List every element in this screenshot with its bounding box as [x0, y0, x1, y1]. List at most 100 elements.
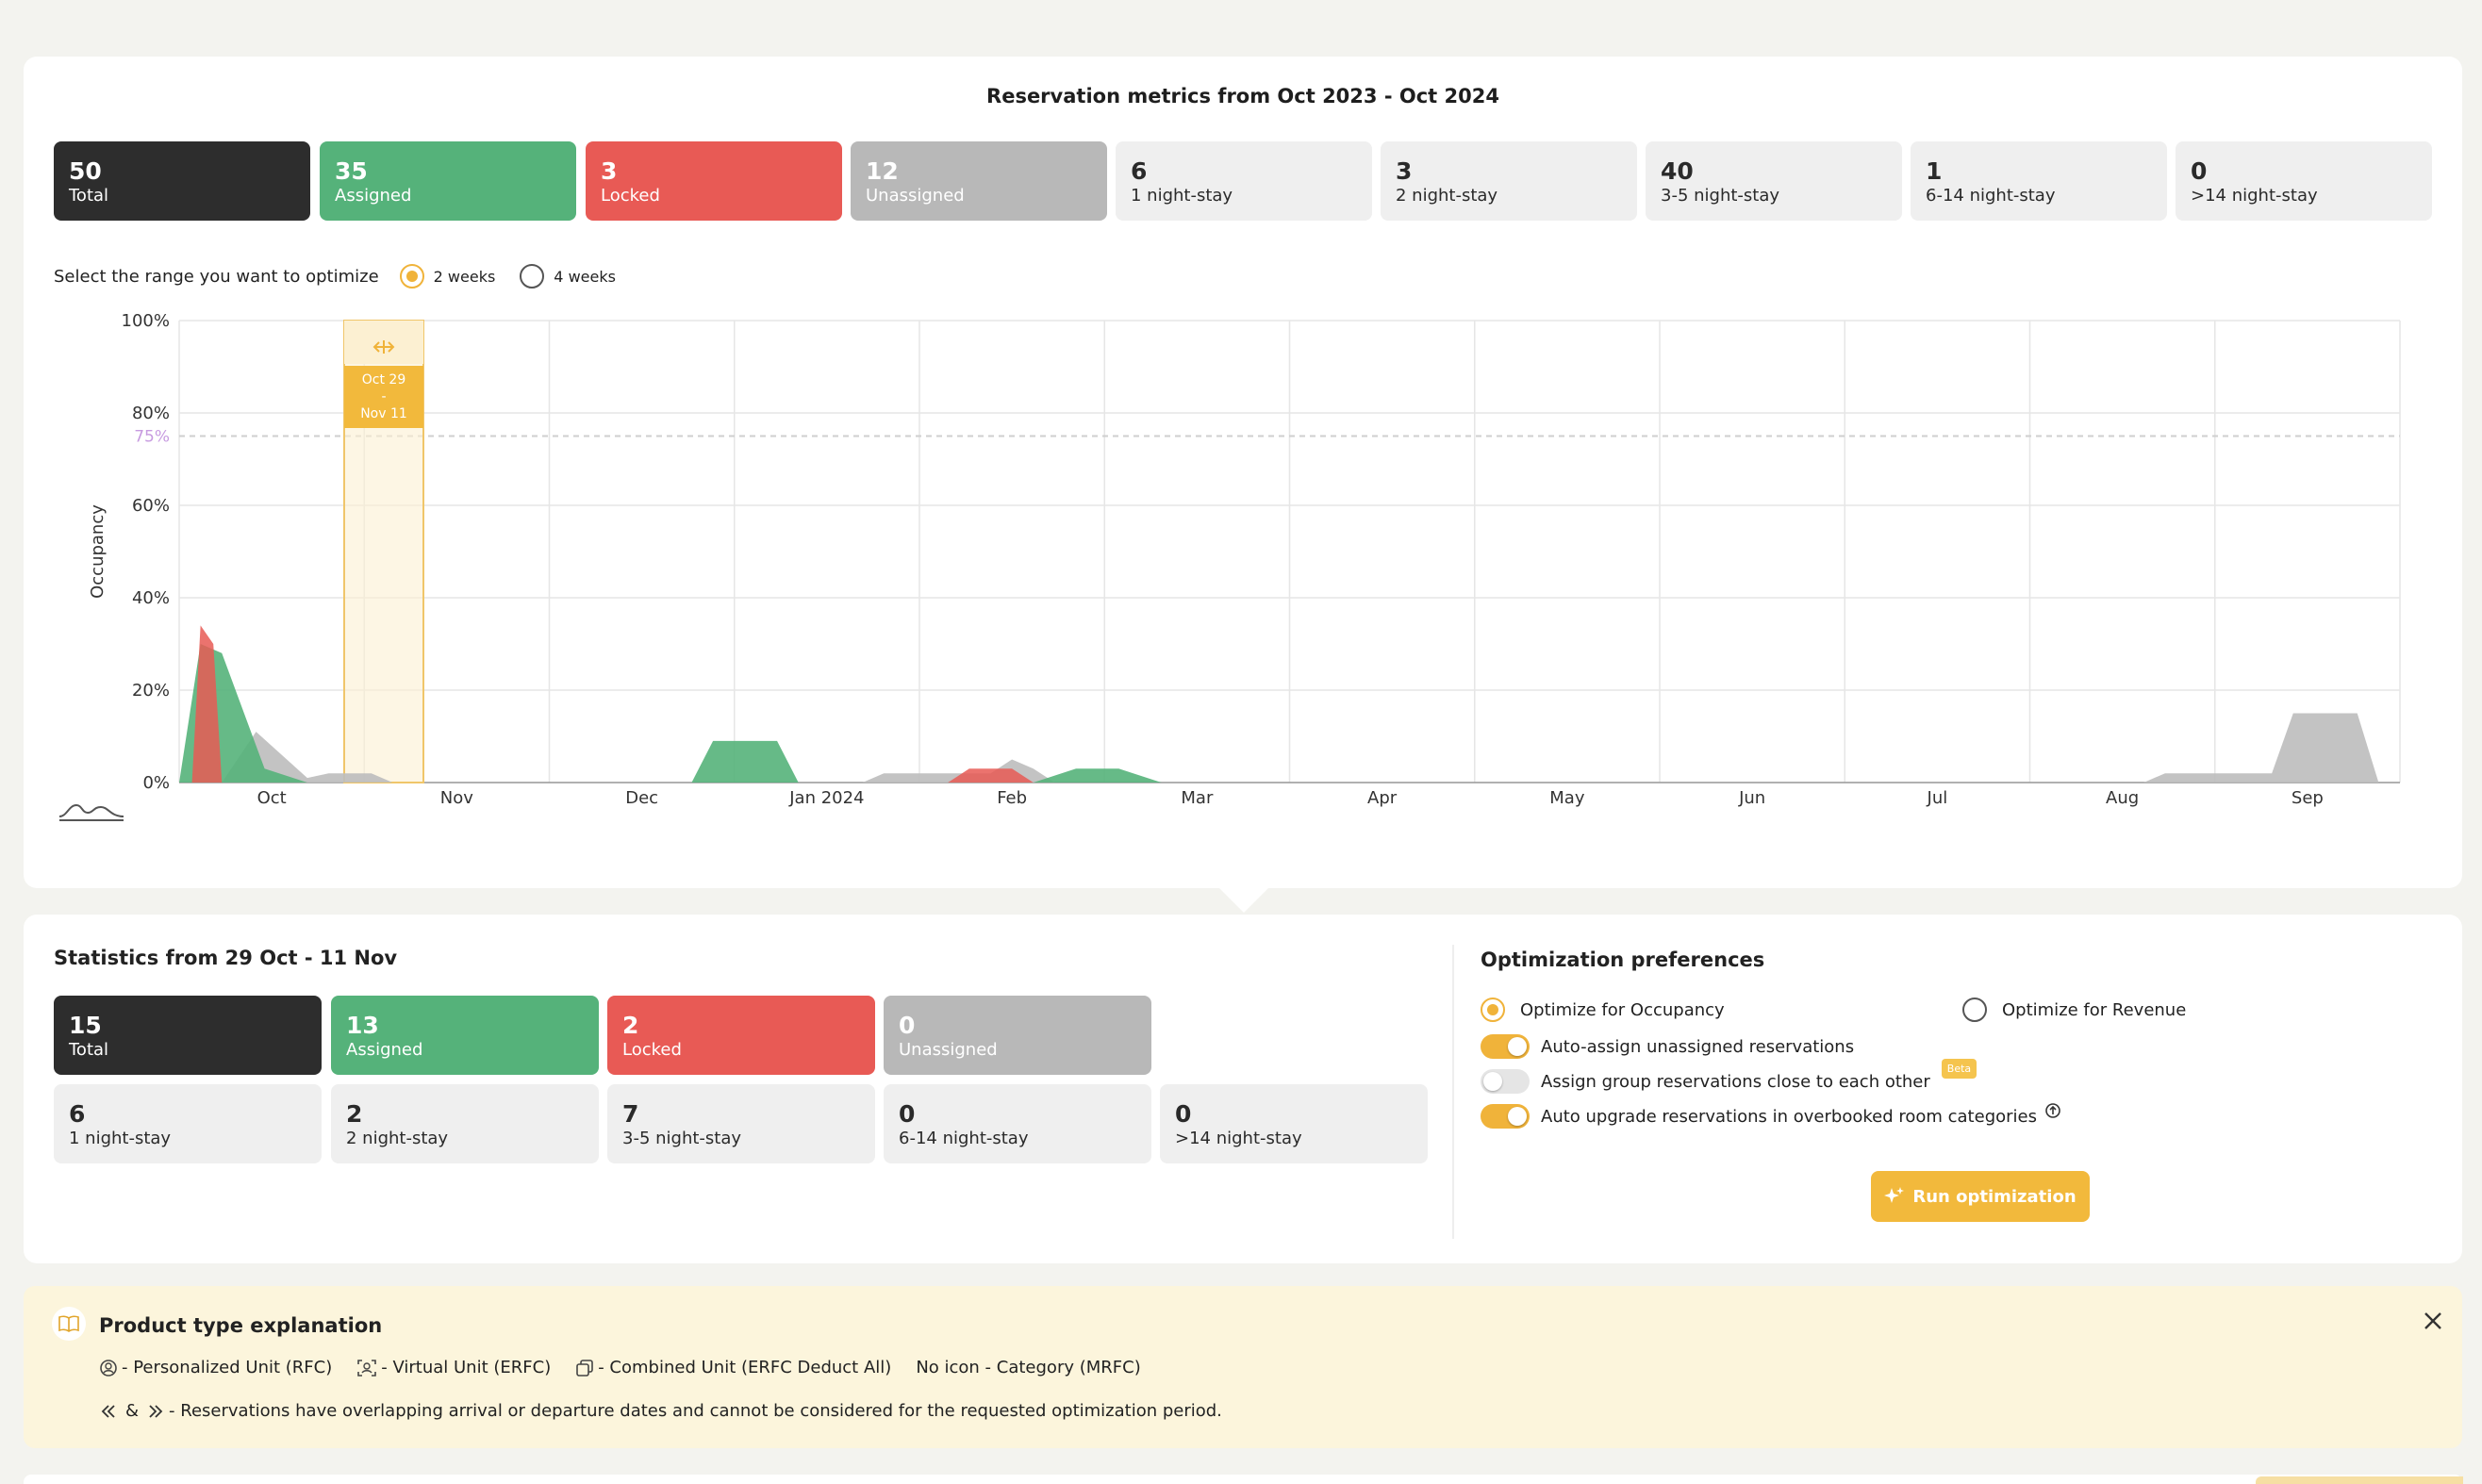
- stat-14-plus-night: 0 >14 night-stay: [1160, 1084, 1428, 1163]
- optimize-occupancy-option[interactable]: Optimize for Occupancy: [1481, 998, 1725, 1022]
- x-tick-label: May: [1549, 788, 1585, 808]
- run-optimization-label: Run optimization: [1912, 1186, 2077, 1207]
- next-section-edge: [24, 1475, 2462, 1484]
- stat-locked: 2 Locked: [607, 996, 875, 1075]
- overlap-text: - Reservations have overlapping arrival …: [169, 1401, 1222, 1421]
- explanation-title: Product type explanation: [99, 1314, 383, 1337]
- optimize-occupancy-label[interactable]: Optimize for Occupancy: [1520, 999, 1725, 1020]
- x-tick-label: Jul: [1927, 788, 1948, 808]
- selection-label-box: [344, 366, 423, 428]
- range-selection-window[interactable]: Oct 29 - Nov 11: [343, 320, 424, 783]
- stat-total: 15 Total: [54, 996, 322, 1075]
- virtual-unit-icon: [357, 1359, 377, 1377]
- x-axis-ticks: Oct Nov Dec Jan 2024 Feb Mar Apr May Jun Jul Aug Se…: [257, 788, 2324, 808]
- info-icon[interactable]: [2044, 1102, 2061, 1124]
- product-type-explanation: Product type explanation - Personalized …: [24, 1286, 2462, 1448]
- x-tick-label: Dec: [625, 788, 658, 808]
- range-2-weeks-label[interactable]: 2 weeks: [433, 267, 496, 286]
- double-chevron-right-icon: [149, 1404, 163, 1418]
- y-tick-label: 40%: [132, 588, 170, 608]
- x-tick-label: Nov: [440, 788, 473, 808]
- chart-grid: [178, 320, 2401, 783]
- metric-14-plus-night: 0 >14 night-stay: [2176, 141, 2432, 221]
- auto-upgrade-label: Auto upgrade reservations in overbooked …: [1541, 1106, 2037, 1127]
- overlap-legend: & - Reservations have overlapping arriva…: [99, 1401, 1222, 1421]
- y-axis-label: Occupancy: [88, 504, 108, 599]
- y-tick-label: 20%: [132, 681, 170, 701]
- x-tick-label: Apr: [1367, 788, 1398, 808]
- stat-unassigned: 0 Unassigned: [884, 996, 1151, 1075]
- optimize-occupancy-radio[interactable]: [1481, 998, 1505, 1022]
- metric-3-5-night: 40 3-5 night-stay: [1646, 141, 1902, 221]
- chart-series: [179, 625, 2379, 783]
- range-4-weeks-radio[interactable]: [520, 264, 545, 289]
- optimize-revenue-label[interactable]: Optimize for Revenue: [2002, 999, 2187, 1020]
- auto-upgrade-toggle[interactable]: [1481, 1104, 1530, 1129]
- metric-total: 50 Total: [54, 141, 310, 221]
- occupancy-chart: 75% 100% 80% 60% 40% 20% 0% Oct Nov Dec Jan 2024…: [58, 311, 2401, 821]
- card-pointer: [1219, 888, 1268, 913]
- series-unassigned: [222, 713, 2379, 783]
- selection-end-label: Nov 11: [360, 406, 407, 421]
- auto-assign-label: Auto-assign unassigned reservations: [1541, 1036, 1855, 1057]
- reservation-metrics-card: Reservation metrics from Oct 2023 - Oct …: [24, 57, 2462, 888]
- y-tick-label: 100%: [122, 311, 170, 331]
- metrics-title: Reservation metrics from Oct 2023 - Oct …: [986, 85, 1499, 107]
- x-tick-label: Mar: [1181, 788, 1214, 808]
- mini-chart-icon: [58, 803, 124, 821]
- auto-assign-toggle-row[interactable]: Auto-assign unassigned reservations: [1481, 1034, 1854, 1059]
- personalized-unit-icon: [100, 1359, 117, 1377]
- x-tick-label: Feb: [997, 788, 1027, 808]
- stat-3-5-night: 7 3-5 night-stay: [607, 1084, 875, 1163]
- legend-category: No icon - Category (MRFC): [916, 1358, 1141, 1377]
- range-selector: Select the range you want to optimize 2 …: [54, 262, 640, 290]
- x-tick-label: Jan 2024: [788, 788, 864, 808]
- stat-6-14-night: 0 6-14 night-stay: [884, 1084, 1151, 1163]
- threshold-label: 75%: [134, 428, 170, 447]
- range-4-weeks-label[interactable]: 4 weeks: [554, 267, 616, 286]
- optimize-revenue-radio[interactable]: [1962, 998, 1987, 1022]
- run-optimization-button[interactable]: Run optimization: [1871, 1171, 2090, 1222]
- section-divider: [1452, 945, 1454, 1239]
- combined-unit-icon: [576, 1359, 594, 1377]
- x-tick-label: Jun: [1738, 788, 1765, 808]
- auto-assign-toggle[interactable]: [1481, 1034, 1530, 1059]
- double-chevron-left-icon: [101, 1404, 115, 1418]
- preferences-title: Optimization preferences: [1481, 948, 1765, 971]
- y-axis-ticks: 100% 80% 60% 40% 20% 0%: [122, 311, 170, 793]
- range-2-weeks-radio[interactable]: [399, 264, 424, 289]
- y-tick-label: 60%: [132, 496, 170, 516]
- group-reservations-toggle[interactable]: [1481, 1069, 1530, 1094]
- metric-unassigned: 12 Unassigned: [851, 141, 1107, 221]
- metric-6-14-night: 1 6-14 night-stay: [1911, 141, 2167, 221]
- stat-assigned: 13 Assigned: [331, 996, 599, 1075]
- metric-locked: 3 Locked: [586, 141, 842, 221]
- group-reservations-label: Assign group reservations close to each …: [1541, 1071, 1930, 1092]
- amp-label: &: [125, 1401, 140, 1421]
- next-section-accent: [2256, 1476, 2463, 1484]
- statistics-card: Statistics from 29 Oct - 11 Nov 15 Total …: [24, 915, 2462, 1263]
- selection-sep-label: -: [381, 389, 386, 404]
- beta-badge: Beta: [1941, 1058, 1977, 1079]
- legend-virtual: - Virtual Unit (ERFC): [356, 1358, 551, 1377]
- metric-assigned: 35 Assigned: [320, 141, 576, 221]
- statistics-title: Statistics from 29 Oct - 11 Nov: [54, 947, 398, 969]
- range-label: Select the range you want to optimize: [54, 266, 379, 287]
- close-icon[interactable]: [2419, 1307, 2447, 1335]
- group-reservations-toggle-row[interactable]: Assign group reservations close to each …: [1481, 1058, 1977, 1094]
- x-tick-label: Sep: [2292, 788, 2324, 808]
- series-locked: [191, 625, 1034, 783]
- legend-combined: - Combined Unit (ERFC Deduct All): [575, 1358, 891, 1377]
- optimize-revenue-option[interactable]: Optimize for Revenue: [1962, 998, 2186, 1022]
- auto-upgrade-toggle-row[interactable]: Auto upgrade reservations in overbooked …: [1481, 1102, 2061, 1129]
- book-icon: [52, 1307, 86, 1341]
- drag-handle-icon: [372, 340, 395, 354]
- y-tick-label: 80%: [132, 404, 170, 423]
- sparkle-icon: [1884, 1187, 1905, 1203]
- selection-start-label: Oct 29: [362, 372, 405, 387]
- legend-personalized: - Personalized Unit (RFC): [99, 1358, 332, 1377]
